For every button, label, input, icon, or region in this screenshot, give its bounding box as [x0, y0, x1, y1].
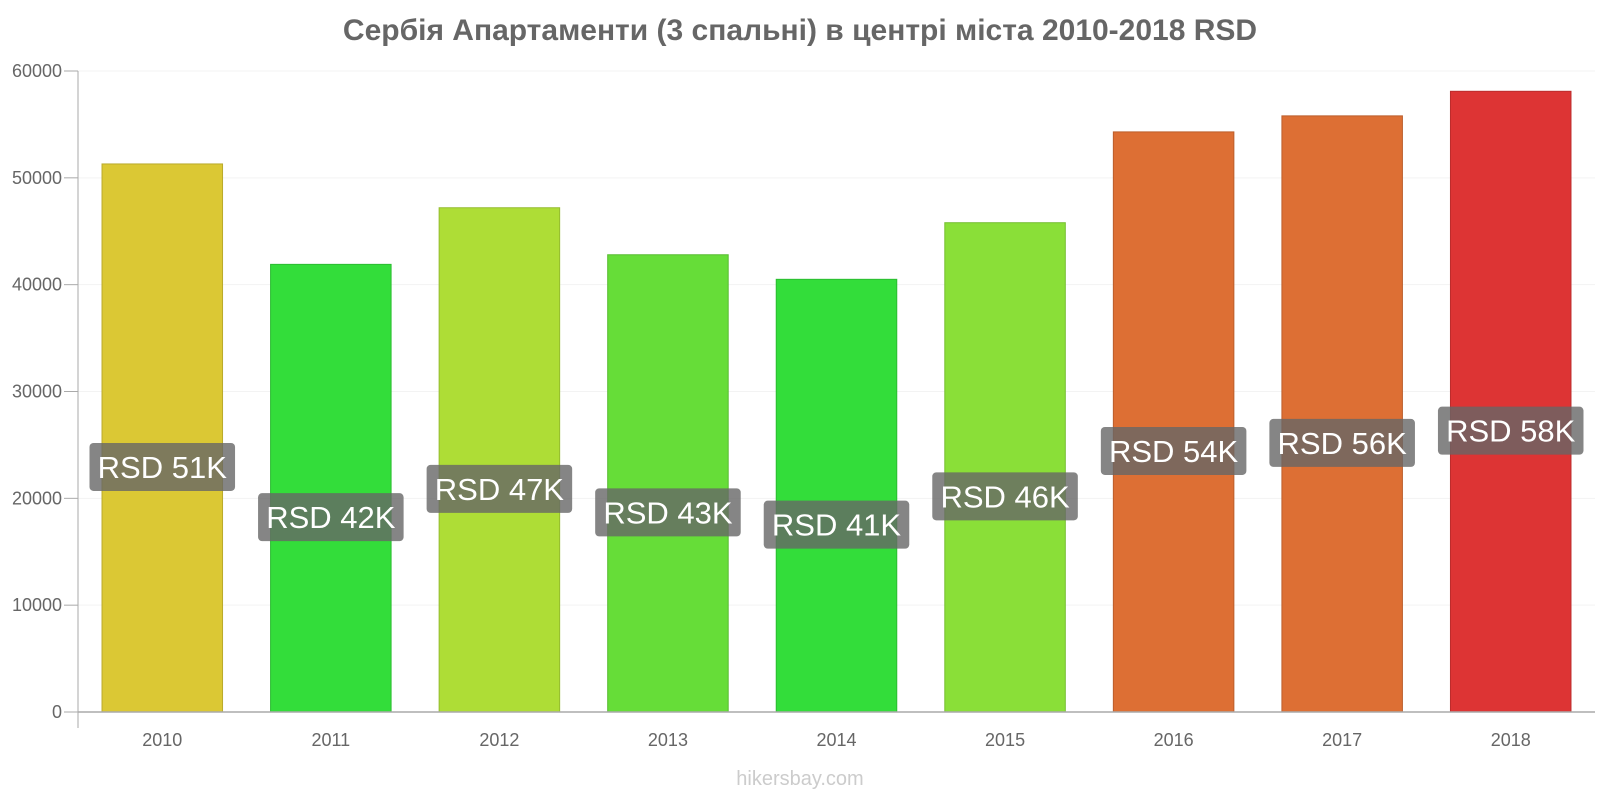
bar-2012	[438, 207, 561, 713]
data-label-2010: RSD 51K	[89, 442, 236, 491]
bar-2010	[101, 163, 224, 713]
data-label-background	[1437, 406, 1584, 455]
data-labels: RSD 51K RSD 42K RSD 47K RSD 43K RSD 41K RSD 4…	[89, 406, 1584, 549]
y-tick-label: 30000	[12, 382, 62, 402]
data-label-background	[1100, 426, 1247, 475]
data-label-2011: RSD 42K	[258, 493, 404, 542]
bar-2018	[1449, 90, 1572, 713]
data-label-2014: RSD 41K	[763, 500, 910, 549]
data-label-2017: RSD 56K	[1269, 418, 1415, 467]
data-label-text: RSD 42K	[266, 500, 396, 535]
data-label-2018: RSD 58K	[1437, 406, 1584, 455]
data-label-background	[258, 493, 404, 542]
x-tick-label: 2018	[1491, 730, 1531, 750]
data-label-text: RSD 58K	[1446, 414, 1576, 449]
source-label: hikersbay.com	[736, 768, 864, 790]
data-label-text: RSD 41K	[772, 508, 902, 543]
x-tick-label: 2011	[311, 730, 350, 750]
axes: 0 10000 20000 30000 40000 50000 60000 2010 2011 2…	[12, 61, 1595, 750]
data-label-text: RSD 56K	[1278, 426, 1408, 461]
x-tick-label: 2014	[816, 730, 856, 750]
data-label-background	[595, 488, 741, 537]
data-label-text: RSD 43K	[603, 495, 733, 530]
y-tick-label: 40000	[12, 275, 62, 295]
chart-title: Сербія Апартаменти (3 спальні) в центрі …	[342, 14, 1258, 47]
bar-2016	[1112, 131, 1235, 713]
x-tick-label: 2017	[1322, 730, 1362, 750]
y-tick-label: 50000	[12, 168, 62, 188]
y-tick-label: 60000	[12, 61, 62, 81]
y-tick-label: 0	[52, 702, 62, 722]
bar-2011	[270, 263, 392, 713]
data-label-2013: RSD 43K	[595, 488, 741, 537]
bars	[101, 90, 1572, 713]
data-label-text: RSD 54K	[1109, 434, 1239, 469]
x-tick-label: 2015	[985, 730, 1025, 750]
data-label-background	[426, 464, 573, 513]
data-label-background	[932, 472, 1078, 521]
data-label-text: RSD 46K	[940, 479, 1070, 514]
x-tick-label: 2010	[142, 730, 182, 750]
data-label-text: RSD 47K	[435, 472, 565, 507]
bar-2014	[775, 278, 898, 713]
y-tick-label: 10000	[12, 595, 62, 615]
y-tick-label: 20000	[12, 488, 62, 508]
data-label-2015: RSD 46K	[932, 472, 1078, 521]
x-tick-label: 2012	[479, 730, 519, 750]
data-label-background	[763, 500, 910, 549]
bar-2013	[607, 254, 729, 713]
data-label-2016: RSD 54K	[1100, 426, 1247, 475]
data-label-background	[1269, 418, 1415, 467]
bar-2015	[944, 222, 1066, 713]
x-tick-label: 2016	[1154, 730, 1194, 750]
bar-2017	[1281, 115, 1403, 713]
data-label-background	[89, 442, 236, 491]
data-label-2012: RSD 47K	[426, 464, 573, 513]
x-tick-label: 2013	[648, 730, 688, 750]
data-label-text: RSD 51K	[98, 450, 228, 485]
